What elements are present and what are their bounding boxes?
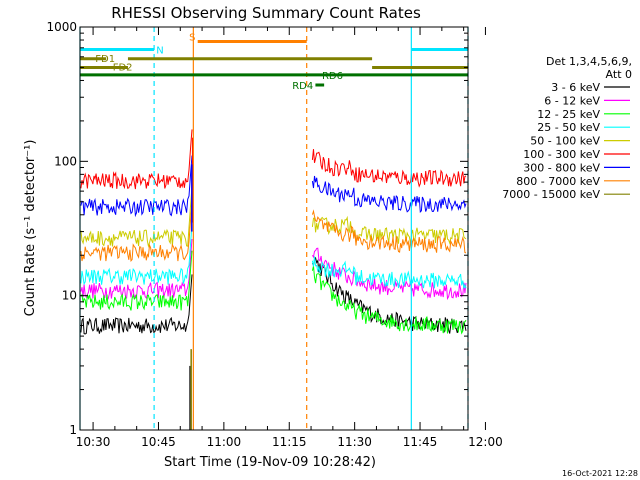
x-tick-label-1: 10:45: [141, 435, 176, 449]
flag-label-fd1: FD1: [95, 54, 115, 65]
y-tick-label-0: 1: [69, 423, 77, 437]
series-line-pre-3: [80, 250, 193, 311]
series-line-pre-5: [80, 186, 193, 248]
legend-label-3: 12 - 25 keV: [537, 108, 600, 121]
flag-label-rd6: RD6: [322, 71, 343, 82]
series-line-post-5: [311, 215, 467, 245]
legend-label-8: 800 - 7000 keV: [516, 175, 600, 188]
series-line-post-6: [311, 149, 467, 188]
chart-title: RHESSI Observing Summary Count Rates: [111, 4, 421, 22]
legend-label-4: 25 - 50 keV: [537, 121, 600, 134]
y-axis-label: Count Rate (s⁻¹ detector⁻¹): [23, 140, 38, 317]
x-tick-label-6: 12:00: [468, 435, 503, 449]
y-tick-label-3: 1000: [46, 20, 77, 34]
y-tick-label-1: 10: [62, 289, 77, 303]
legend-header-1: Det 1,3,4,5,6,9,: [546, 55, 632, 68]
y-tick-label-2: 100: [54, 154, 77, 168]
series-line-post-3: [311, 265, 467, 335]
flag-label-fd2: FD2: [113, 62, 133, 73]
series-line-post-4: [311, 256, 467, 289]
flag-label-s: S: [189, 32, 195, 43]
legend-label-6: 100 - 300 keV: [523, 148, 600, 161]
x-tick-label-5: 11:45: [403, 435, 438, 449]
legend-label-5: 50 - 100 keV: [530, 135, 600, 148]
x-axis-label: Start Time (19-Nov-09 10:28:42): [164, 455, 376, 470]
plot-frame: [79, 26, 469, 431]
series-line-pre-7: [80, 155, 193, 218]
x-tick-label-3: 11:15: [272, 435, 307, 449]
x-tick-label-2: 11:00: [207, 435, 242, 449]
flag-label-n: N: [156, 45, 163, 56]
series-line-pre-6: [80, 129, 193, 190]
series-line-post-7: [311, 175, 467, 214]
series-line-pre-8: [80, 201, 193, 263]
series-line-pre-4: [80, 224, 193, 286]
series-line-post-8: [311, 209, 467, 254]
legend-header-2: Att 0: [606, 68, 632, 81]
x-tick-label-4: 11:30: [337, 435, 372, 449]
legend-label-2: 6 - 12 keV: [544, 94, 600, 107]
series-line-pre-1: [80, 274, 193, 335]
axes: 1 10 100 1000 10:30 10:45 11:00 11:15 11:30 11:45…: [46, 20, 502, 449]
footer-timestamp: 16-Oct-2021 12:28: [562, 469, 638, 478]
legend-label-1: 3 - 6 keV: [551, 81, 600, 94]
legend-label-9: 7000 - 15000 keV: [502, 188, 600, 201]
legend-label-7: 300 - 800 keV: [523, 161, 600, 174]
series-line-post-2: [311, 247, 467, 301]
x-tick-label-0: 10:30: [76, 435, 111, 449]
flag-label-rd4: RD4: [292, 81, 313, 92]
